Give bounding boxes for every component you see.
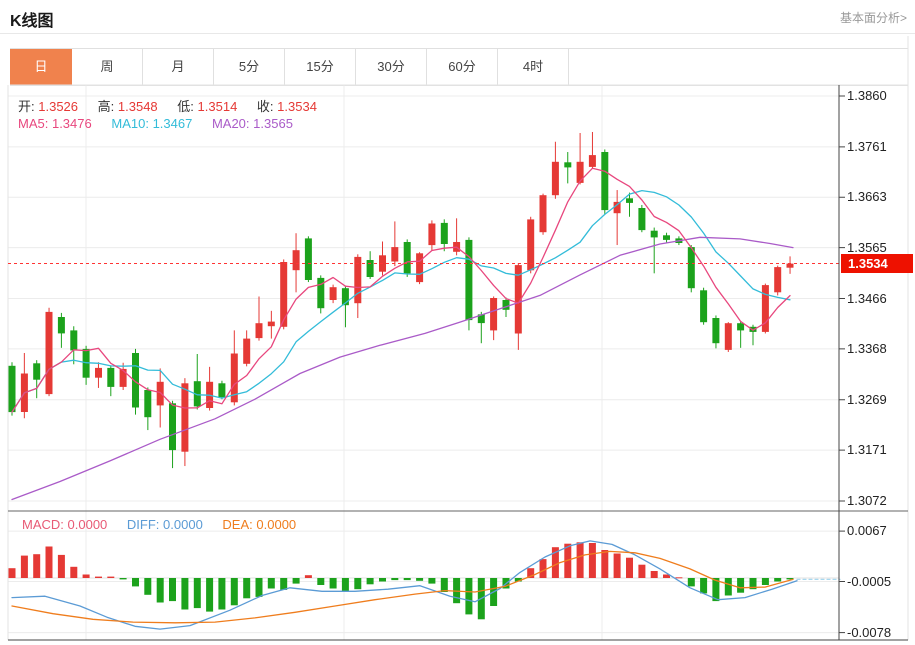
ma10-value: 1.3467 xyxy=(152,116,193,131)
page-title: K线图 xyxy=(10,13,54,30)
fundamental-analysis-link[interactable]: 基本面分析> xyxy=(839,11,907,25)
diff-label: DIFF: xyxy=(126,517,160,532)
open-label: 开: xyxy=(18,99,35,114)
price-axis-label: 1.3466 xyxy=(847,290,887,306)
tab-day[interactable]: 日 xyxy=(10,49,72,85)
tab-week[interactable]: 周 xyxy=(72,49,143,85)
tab-60min[interactable]: 60分 xyxy=(427,49,498,85)
high-label: 高: xyxy=(97,99,115,114)
interval-tab-bar: 日 周 月 5分 15分 30分 60分 4时 xyxy=(10,48,908,86)
price-axis-label: 0.0067 xyxy=(847,523,887,539)
macd-label: MACD: xyxy=(22,517,64,532)
ma5-value: 1.3476 xyxy=(51,116,92,131)
price-axis-label: 1.3171 xyxy=(847,442,887,458)
ma20-value: 1.3565 xyxy=(253,116,293,131)
close-value: 1.3534 xyxy=(277,99,317,114)
tab-15min[interactable]: 15分 xyxy=(285,49,356,85)
low-value: 1.3514 xyxy=(197,99,238,114)
open-value: 1.3526 xyxy=(38,99,79,114)
dea-label: DEA: xyxy=(222,517,253,532)
price-axis-label: 1.3368 xyxy=(847,340,887,356)
high-value: 1.3548 xyxy=(117,99,158,114)
price-axis-label: 1.3860 xyxy=(847,88,887,103)
price-axis-label: 1.3663 xyxy=(847,189,887,205)
header-divider xyxy=(0,33,915,34)
price-axis-label: 1.3761 xyxy=(847,138,887,154)
tab-5min[interactable]: 5分 xyxy=(214,49,285,85)
tab-4hour[interactable]: 4时 xyxy=(498,49,569,85)
macd-legend: MACD: 0.0000 DIFF: 0.0000 DEA: 0.0000 xyxy=(22,517,312,532)
current-price-badge: 1.3534 xyxy=(841,254,913,273)
low-label: 低: xyxy=(177,99,194,114)
price-axis-label: 1.3269 xyxy=(847,391,887,407)
ma5-label: MA5: xyxy=(18,116,49,131)
price-axis-label: -0.0078 xyxy=(847,624,892,640)
ma-legend: MA5: 1.3476 MA10: 1.3467 MA20: 1.3565 xyxy=(18,116,309,131)
price-axis-label: 1.3072 xyxy=(847,493,887,508)
ma20-label: MA20: xyxy=(211,116,250,131)
close-label: 收: xyxy=(256,99,274,114)
price-axis-label: 1.3565 xyxy=(847,239,887,255)
ohlc-legend: 开: 1.3526 高: 1.3548 低: 1.3514 收: 1.3534 xyxy=(18,96,333,115)
ma10-label: MA10: xyxy=(111,116,149,131)
tab-30min[interactable]: 30分 xyxy=(356,49,427,85)
diff-value: 0.0000 xyxy=(163,517,203,532)
dea-value: 0.0000 xyxy=(256,517,297,532)
tab-month[interactable]: 月 xyxy=(143,49,214,85)
price-axis-label: -0.0005 xyxy=(847,573,892,589)
macd-value: 0.0000 xyxy=(67,517,108,532)
